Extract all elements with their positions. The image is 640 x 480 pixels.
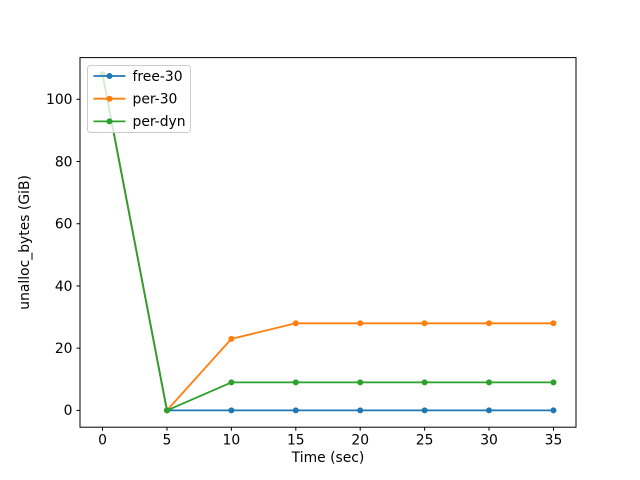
x-tick-label: 5: [163, 433, 172, 449]
data-point-per-30: [228, 335, 235, 342]
data-point-per-dyn: [486, 379, 493, 386]
data-point-per-dyn: [550, 379, 557, 386]
series-line-per-30: [101, 73, 555, 412]
data-point-per-30: [357, 320, 364, 327]
legend-label: free-30: [133, 69, 183, 85]
data-point-per-30: [292, 320, 299, 327]
x-axis-title: Time (sec): [291, 450, 365, 466]
legend-entry-per-30: per-30: [93, 92, 178, 108]
data-point-free-30: [228, 407, 235, 414]
series-group: [99, 71, 557, 414]
legend-entry-per-dyn: per-dyn: [93, 114, 186, 130]
data-point-free-30: [292, 407, 299, 414]
plot-area-border: [79, 57, 577, 428]
y-tick-label: 0: [64, 403, 73, 419]
legend-label: per-dyn: [133, 114, 186, 130]
y-tick-label: 40: [55, 279, 73, 295]
y-axis-title: unalloc_bytes (GiB): [17, 175, 33, 310]
x-tick-label: 15: [287, 433, 305, 449]
data-point-per-dyn: [357, 379, 364, 386]
legend-marker-sample: [106, 118, 113, 125]
x-tick-label: 25: [416, 433, 434, 449]
legend-box: [87, 65, 191, 133]
x-tick-label: 0: [98, 433, 107, 449]
data-point-free-30: [421, 407, 428, 414]
y-tick-label: 20: [55, 341, 73, 357]
data-point-per-30: [421, 320, 428, 327]
y-tick-label: 100: [46, 92, 73, 108]
legend-marker-sample: [106, 73, 113, 79]
data-point-per-dyn: [163, 407, 170, 414]
data-point-free-30: [357, 407, 364, 414]
data-point-per-30: [486, 320, 493, 327]
data-point-per-dyn: [421, 379, 428, 386]
y-tick-label: 80: [55, 154, 73, 170]
data-point-free-30: [486, 407, 493, 414]
legend-label: per-30: [133, 92, 178, 108]
series-per-30: [99, 71, 557, 414]
data-point-free-30: [550, 407, 557, 414]
data-point-per-30: [550, 320, 557, 327]
data-point-per-dyn: [228, 379, 235, 386]
legend-marker-sample: [106, 95, 113, 102]
x-tick-label: 35: [545, 433, 563, 449]
x-tick-label: 30: [480, 433, 498, 449]
x-axis: 0 5 10 15 20 25 30 35 Time (sec): [98, 427, 562, 466]
series-line-free-30: [101, 73, 555, 412]
data-point-per-dyn: [292, 379, 299, 386]
y-axis: 0 20 40 60 80 100 unalloc_bytes (GiB): [17, 92, 80, 419]
legend-entry-free-30: free-30: [93, 69, 183, 85]
x-tick-label: 10: [223, 433, 241, 449]
series-line-per-dyn: [101, 73, 555, 412]
x-tick-label: 20: [351, 433, 369, 449]
legend: free-30 per-30 per-dyn: [87, 65, 191, 133]
y-tick-label: 60: [55, 217, 73, 233]
